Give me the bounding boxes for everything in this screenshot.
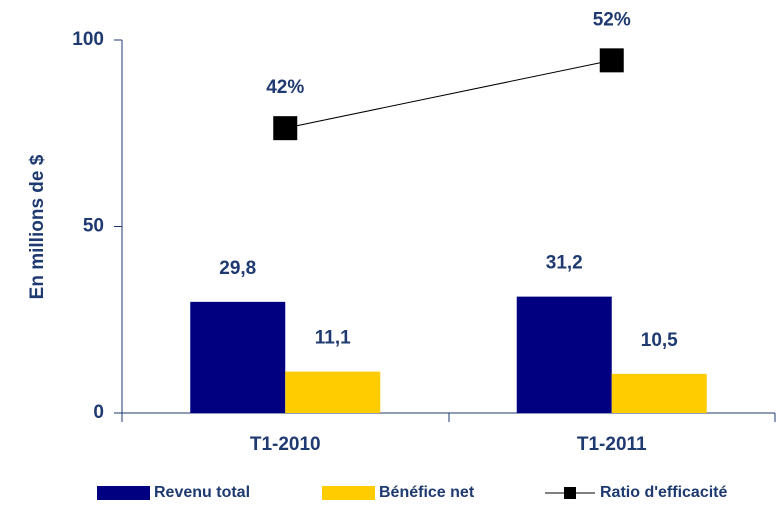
legend-marker: [564, 487, 576, 499]
y-tick-label: 100: [72, 29, 104, 50]
data-label: 52%: [593, 9, 631, 30]
legend-label: Revenu total: [154, 484, 250, 501]
data-label: 42%: [266, 77, 304, 98]
y-tick-label: 0: [93, 402, 104, 423]
marker: [599, 48, 624, 73]
marker: [273, 116, 298, 141]
x-tick-label: T1-2010: [250, 434, 321, 455]
y-tick-label: 50: [83, 216, 104, 237]
data-label: 11,1: [315, 328, 351, 349]
data-label: 29,8: [219, 258, 256, 279]
bar: [285, 371, 381, 413]
x-tick-label: T1-2011: [577, 434, 647, 455]
legend-swatch: [97, 486, 150, 500]
legend-swatch: [322, 486, 375, 500]
legend-label: Ratio d'efficacité: [600, 484, 727, 501]
line: [285, 59, 612, 129]
y-axis-label: En millions de $: [27, 154, 48, 299]
bar: [190, 301, 286, 413]
data-label: 10,5: [641, 330, 678, 351]
bar: [611, 373, 707, 413]
bar: [516, 296, 612, 413]
data-label: 31,2: [546, 253, 583, 274]
legend-label: Bénéfice net: [379, 484, 475, 501]
